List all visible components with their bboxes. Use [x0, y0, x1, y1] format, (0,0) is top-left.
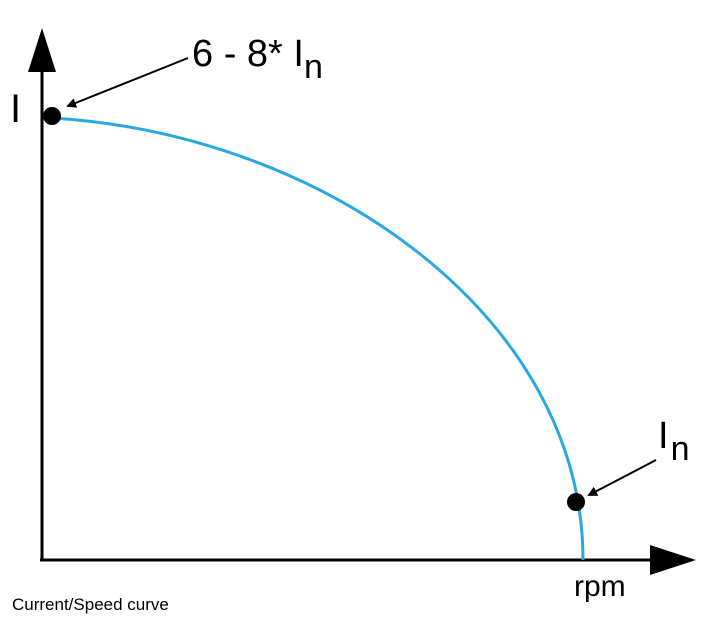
annotation: In — [658, 415, 689, 468]
annotation-text: 6 - 8* I — [192, 33, 304, 75]
start-point — [43, 107, 61, 125]
annotation-subscript: n — [671, 430, 690, 468]
annotation-subscript: n — [304, 48, 323, 86]
annotation-text: I — [658, 415, 669, 457]
pointer-arrow — [66, 57, 189, 108]
pointer-arrow — [587, 459, 657, 496]
x-axis-arrow — [650, 545, 696, 575]
rated-point — [567, 493, 585, 511]
caption: Current/Speed curve — [12, 595, 169, 614]
x-axis-label: rpm — [574, 570, 626, 603]
annotation: 6 - 8* In — [192, 33, 323, 86]
y-axis-arrow — [28, 28, 56, 72]
y-axis-label: I — [10, 87, 21, 131]
curve — [51, 116, 585, 561]
